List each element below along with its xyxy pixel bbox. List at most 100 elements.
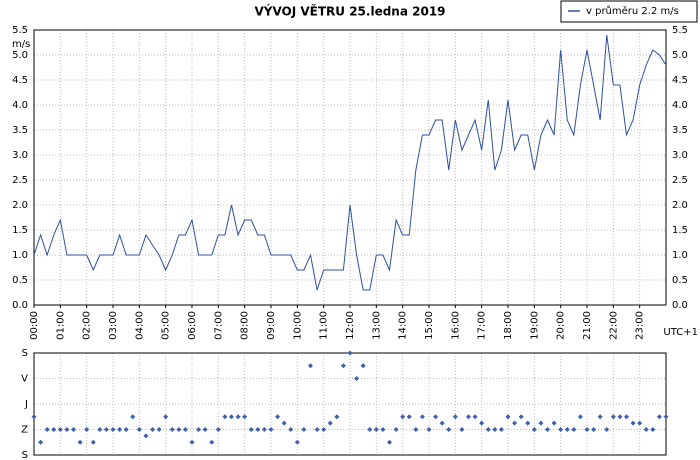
point bbox=[413, 427, 419, 432]
point bbox=[117, 427, 123, 432]
point bbox=[38, 439, 44, 445]
x-tick-label: 18:00 bbox=[503, 311, 514, 340]
y-tick-label-right: 5.0 bbox=[672, 50, 688, 61]
point bbox=[452, 414, 458, 420]
y-tick-label: J bbox=[24, 399, 28, 410]
point bbox=[275, 414, 281, 420]
point bbox=[466, 414, 471, 420]
y-tick-label: S bbox=[22, 348, 28, 359]
point bbox=[617, 414, 623, 420]
y-tick-label: 0.0 bbox=[12, 300, 28, 311]
point bbox=[209, 439, 215, 445]
point bbox=[51, 427, 57, 432]
x-tick-label: 09:00 bbox=[266, 311, 277, 340]
y-tick-label: 3.0 bbox=[12, 150, 28, 161]
y-tick-label: 1.0 bbox=[12, 250, 28, 261]
point bbox=[123, 427, 129, 432]
point bbox=[650, 427, 656, 432]
point bbox=[512, 420, 518, 426]
y-tick-label: 4.5 bbox=[12, 75, 28, 86]
point bbox=[156, 427, 162, 432]
point bbox=[400, 414, 406, 420]
point bbox=[446, 427, 452, 432]
plot-frame bbox=[33, 29, 667, 306]
point bbox=[110, 427, 116, 432]
x-axis-label: UTC+1 bbox=[663, 327, 698, 338]
point bbox=[288, 427, 294, 432]
point bbox=[584, 427, 590, 432]
point bbox=[103, 427, 109, 432]
point bbox=[261, 427, 267, 432]
x-tick-label: 23:00 bbox=[635, 311, 646, 340]
x-tick-label: 21:00 bbox=[582, 311, 593, 340]
y-tick-label-right: 4.0 bbox=[672, 100, 688, 111]
point bbox=[84, 427, 90, 432]
y-tick-label: S bbox=[22, 450, 28, 460]
point bbox=[591, 427, 597, 432]
point bbox=[577, 414, 583, 420]
x-tick-label: 07:00 bbox=[213, 311, 224, 340]
point bbox=[90, 439, 96, 445]
point bbox=[643, 427, 649, 432]
point bbox=[301, 427, 307, 432]
point bbox=[182, 427, 188, 432]
x-tick-label: 04:00 bbox=[134, 311, 145, 340]
point bbox=[419, 414, 425, 420]
x-tick-label: 01:00 bbox=[55, 311, 66, 340]
y-tick-label: 1.5 bbox=[12, 225, 28, 236]
x-tick-label: 08:00 bbox=[240, 311, 251, 340]
point bbox=[255, 427, 261, 432]
point bbox=[551, 420, 557, 426]
y-tick-label: 5.0 bbox=[12, 50, 28, 61]
x-tick-label: 13:00 bbox=[371, 311, 382, 340]
point bbox=[57, 427, 63, 432]
point bbox=[222, 414, 228, 420]
y-tick-label: 2.0 bbox=[12, 200, 28, 211]
point bbox=[294, 439, 300, 445]
y-axis-label: m/s bbox=[12, 39, 30, 50]
point bbox=[268, 427, 274, 432]
x-tick-label: 05:00 bbox=[161, 311, 172, 340]
line-series bbox=[33, 34, 667, 291]
point bbox=[663, 414, 669, 420]
point bbox=[564, 427, 570, 432]
point bbox=[485, 427, 491, 432]
point bbox=[235, 414, 241, 420]
y-tick-label: 2.5 bbox=[12, 175, 28, 186]
point bbox=[433, 414, 439, 420]
y-tick-label-right: 1.0 bbox=[672, 250, 688, 261]
point bbox=[196, 427, 202, 432]
point bbox=[373, 427, 379, 432]
x-tick-label: 12:00 bbox=[345, 311, 356, 340]
point bbox=[281, 420, 287, 426]
point bbox=[334, 414, 340, 420]
y-tick-label-right: 1.5 bbox=[672, 225, 688, 236]
x-tick-label: 15:00 bbox=[424, 311, 435, 340]
point bbox=[44, 427, 50, 432]
point bbox=[31, 414, 37, 420]
point bbox=[308, 363, 313, 369]
point bbox=[498, 427, 504, 432]
point bbox=[143, 433, 149, 439]
x-tick-label: 03:00 bbox=[108, 311, 119, 340]
x-tick-label: 10:00 bbox=[292, 311, 303, 340]
point bbox=[150, 427, 155, 432]
y-tick-label-right: 3.5 bbox=[672, 125, 688, 136]
y-tick-label-right: 5.5 bbox=[672, 25, 688, 36]
x-tick-label: 06:00 bbox=[187, 311, 198, 340]
x-tick-label: 17:00 bbox=[477, 311, 488, 340]
y-tick-label: 0.5 bbox=[12, 275, 28, 286]
point bbox=[393, 427, 399, 432]
point bbox=[176, 427, 182, 432]
y-tick-label: 3.5 bbox=[12, 125, 28, 136]
y-tick-label: V bbox=[21, 374, 28, 385]
point bbox=[387, 439, 392, 445]
point bbox=[610, 414, 616, 420]
point bbox=[64, 427, 70, 432]
point bbox=[459, 427, 465, 432]
x-tick-label: 16:00 bbox=[450, 311, 461, 340]
x-tick-label: 00:00 bbox=[29, 311, 40, 340]
y-tick-label-right: 2.5 bbox=[672, 175, 688, 186]
point bbox=[505, 414, 511, 420]
